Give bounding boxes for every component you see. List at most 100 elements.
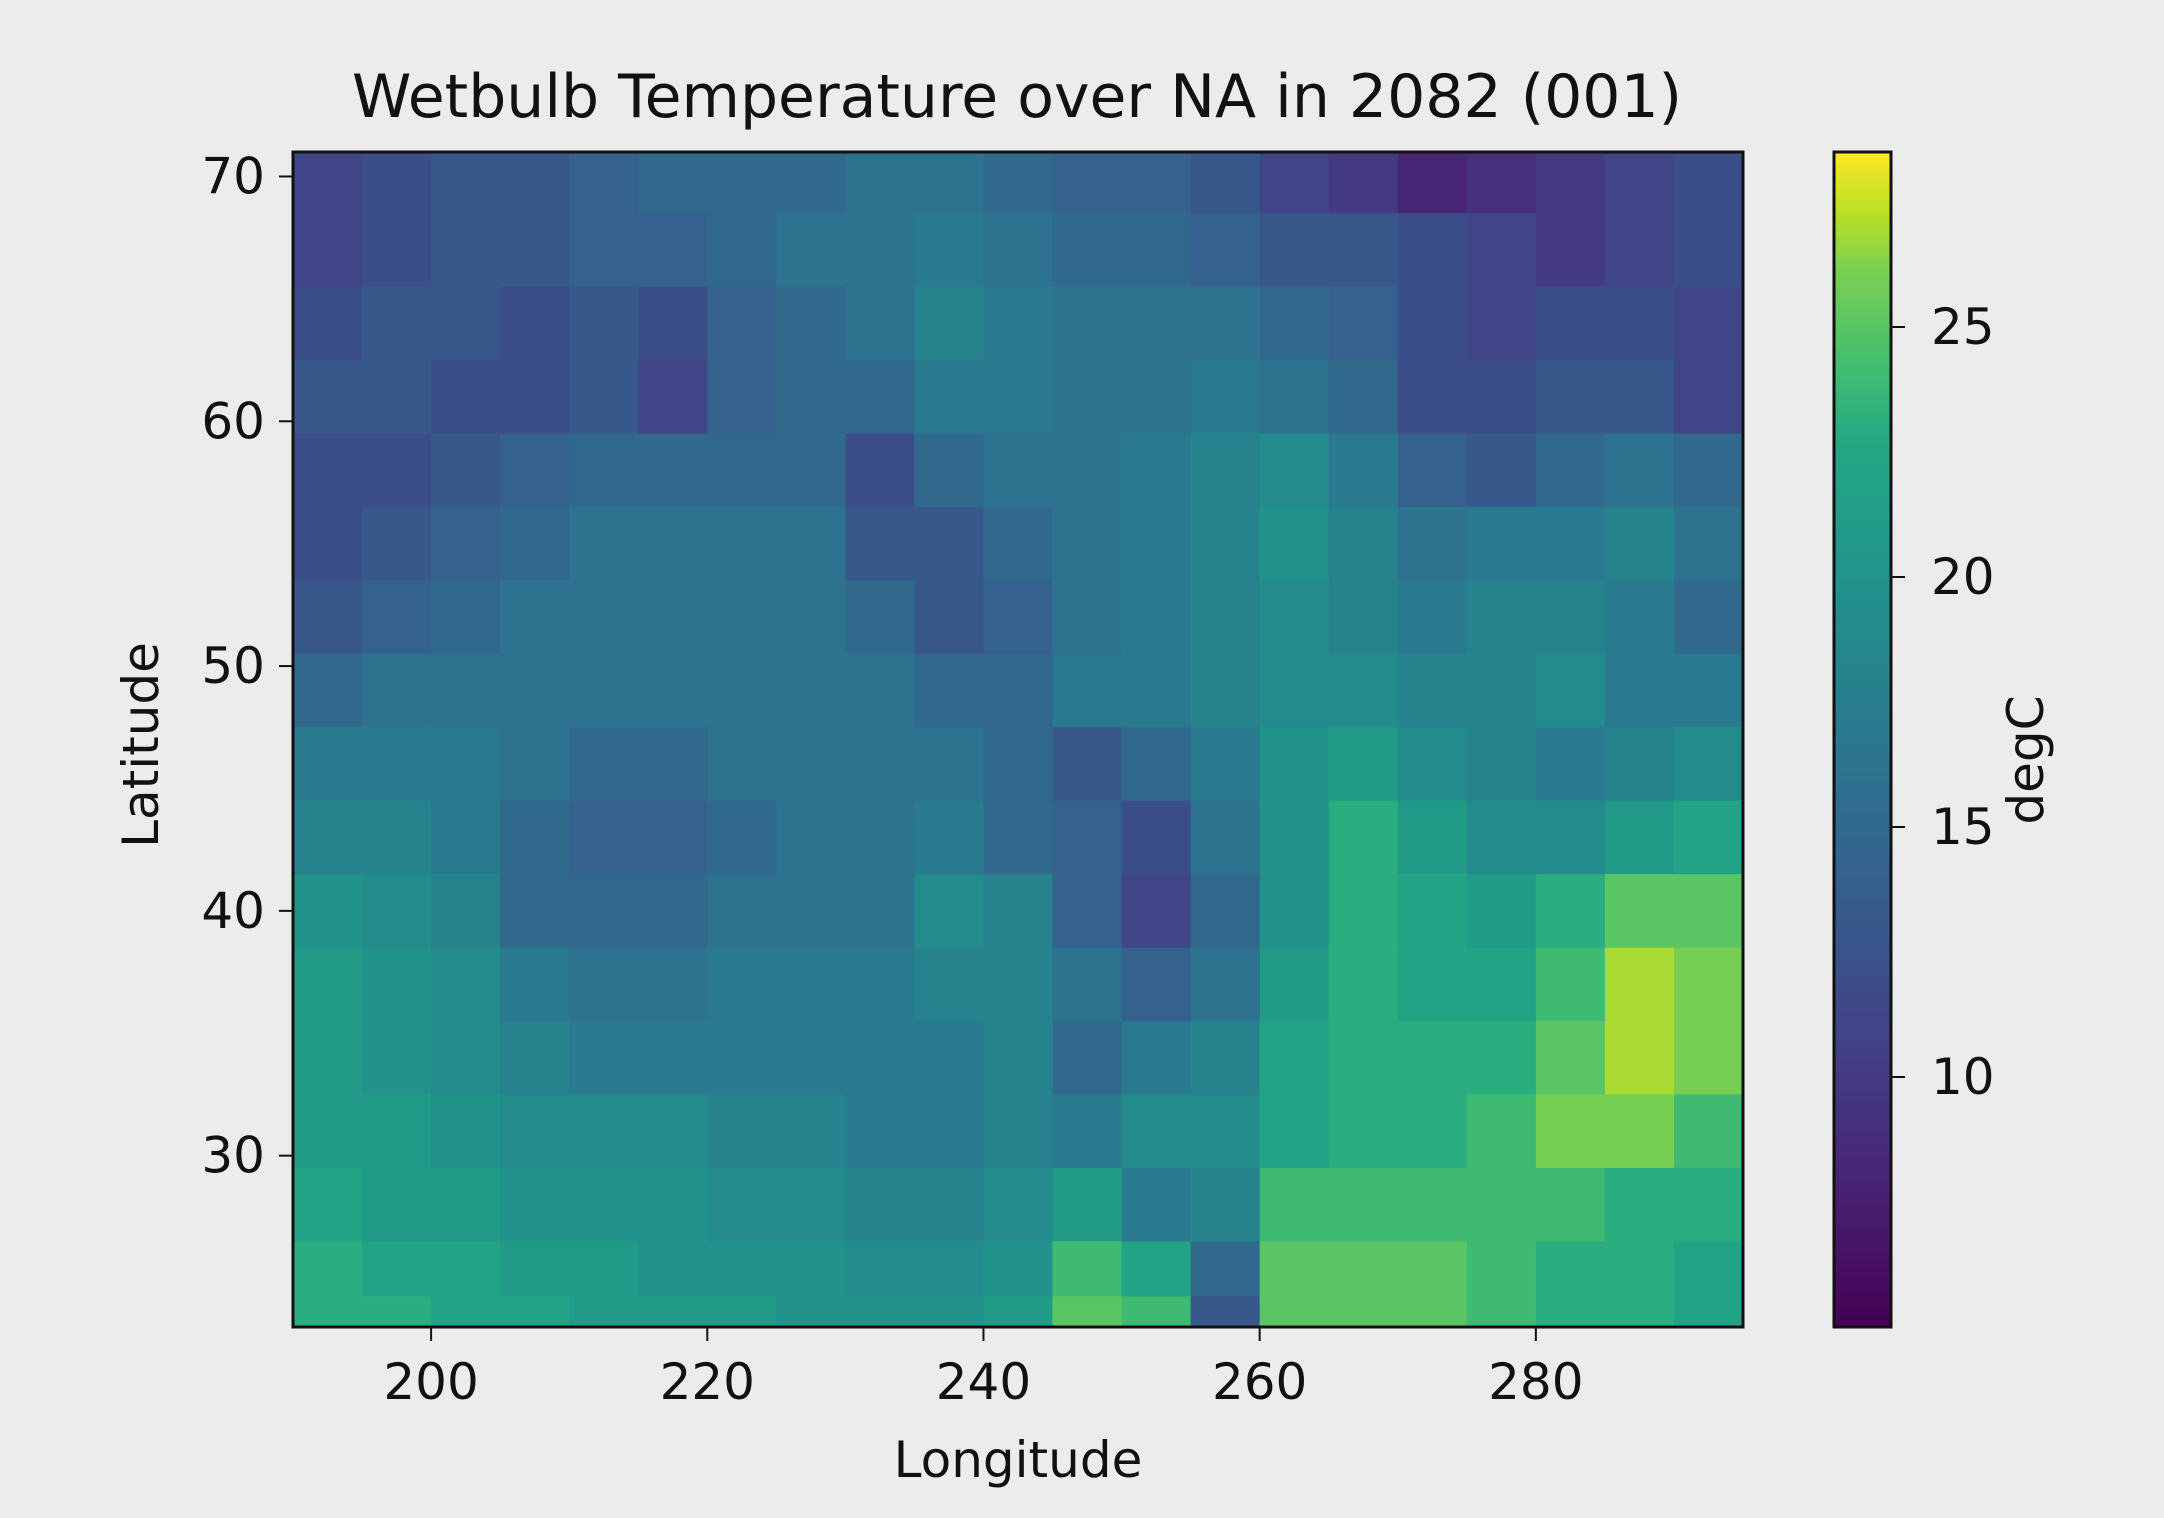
heatmap-cell (1259, 947, 1330, 1022)
heatmap-cell (1052, 1094, 1123, 1169)
heatmap-cell (362, 286, 432, 361)
heatmap-cell (914, 947, 985, 1022)
heatmap-cell (1121, 874, 1192, 949)
heatmap-cell (914, 1241, 985, 1297)
heatmap-cell (500, 1296, 570, 1328)
heatmap-cell (707, 286, 777, 361)
heatmap-cell (293, 580, 363, 655)
heatmap-cell (1673, 580, 1744, 655)
heatmap-cell (1673, 1167, 1744, 1242)
heatmap-cell (362, 360, 432, 435)
heatmap-cell (1673, 1094, 1744, 1169)
heatmap-cell (1328, 506, 1399, 581)
heatmap-cell (914, 1094, 985, 1169)
heatmap-cell (1673, 433, 1744, 508)
heatmap-cell (500, 947, 570, 1022)
heatmap-cell (638, 506, 708, 581)
heatmap-cell (914, 360, 985, 435)
heatmap-cell (1121, 947, 1192, 1022)
heatmap-cell (293, 360, 363, 435)
heatmap-cell (362, 653, 432, 728)
colorbar-tick-label: 25 (1931, 298, 1995, 356)
heatmap-cell (638, 800, 708, 875)
heatmap-cell (707, 727, 777, 802)
heatmap-cell (1397, 947, 1468, 1022)
heatmap-cell (431, 800, 501, 875)
heatmap-cell (1466, 1021, 1537, 1096)
heatmap-cell (1466, 874, 1537, 949)
heatmap-cell (707, 1021, 777, 1096)
heatmap-cell (776, 152, 846, 214)
heatmap-cell (1397, 286, 1468, 361)
heatmap-cell (1190, 947, 1261, 1022)
y-tick-label: 30 (201, 1127, 265, 1185)
heatmap-cell (1052, 506, 1123, 581)
heatmap-cell (431, 1167, 501, 1242)
heatmap-cell (776, 580, 846, 655)
y-tick-label: 70 (201, 147, 265, 205)
heatmap-cell (1259, 580, 1330, 655)
heatmap-cell (1673, 152, 1744, 214)
heatmap-cell (1604, 800, 1675, 875)
heatmap-cell (1673, 1021, 1744, 1096)
heatmap-cell (1466, 213, 1537, 288)
heatmap-cell (707, 947, 777, 1022)
heatmap-cell (1121, 1021, 1192, 1096)
heatmap-cell (1397, 213, 1468, 288)
heatmap-cell (569, 213, 639, 288)
heatmap-cell (914, 800, 985, 875)
heatmap-cell (1397, 1296, 1468, 1328)
heatmap-cell (1190, 433, 1261, 508)
heatmap-cell (638, 653, 708, 728)
heatmap-cell (1535, 286, 1606, 361)
heatmap-cell (569, 506, 639, 581)
heatmap-cell (1466, 947, 1537, 1022)
heatmap-cell (776, 1296, 846, 1328)
heatmap-cell (1397, 506, 1468, 581)
heatmap-cell (845, 360, 916, 435)
heatmap-cell (1535, 800, 1606, 875)
heatmap-cell (845, 800, 916, 875)
heatmap-cell (1466, 286, 1537, 361)
heatmap-cell (293, 1167, 363, 1242)
heatmap-cell (1535, 360, 1606, 435)
heatmap-cell (1121, 506, 1192, 581)
heatmap-cell (845, 580, 916, 655)
heatmap-cell (1121, 653, 1192, 728)
heatmap-cell (1466, 800, 1537, 875)
heatmap-cell (776, 433, 846, 508)
heatmap-cell (1673, 213, 1744, 288)
chart-title: Wetbulb Temperature over NA in 2082 (001… (352, 62, 1682, 132)
heatmap-cell (431, 727, 501, 802)
heatmap-cell (362, 727, 432, 802)
heatmap-cell (500, 1021, 570, 1096)
heatmap-cell (362, 947, 432, 1022)
heatmap-cell (914, 1021, 985, 1096)
heatmap-cell (569, 947, 639, 1022)
heatmap-cell (1604, 286, 1675, 361)
heatmap-cell (1259, 800, 1330, 875)
heatmap-cell (1466, 727, 1537, 802)
heatmap-cell (845, 1296, 916, 1328)
heatmap-cell (293, 874, 363, 949)
heatmap-cell (362, 800, 432, 875)
heatmap-cell (1052, 947, 1123, 1022)
heatmap-cell (983, 947, 1054, 1022)
heatmap-cell (1328, 1167, 1399, 1242)
heatmap-cell (1604, 1021, 1675, 1096)
heatmap-cell (1052, 433, 1123, 508)
heatmap-cell (914, 152, 985, 214)
heatmap-cell (707, 506, 777, 581)
heatmap-cell (1121, 727, 1192, 802)
heatmap-cell (1466, 653, 1537, 728)
heatmap-cell (983, 213, 1054, 288)
heatmap-cell (431, 1241, 501, 1297)
heatmap-cell (1673, 1241, 1744, 1297)
heatmap-cell (1190, 213, 1261, 288)
heatmap-cell (500, 506, 570, 581)
heatmap-cell (845, 152, 916, 214)
heatmap-cell (1604, 580, 1675, 655)
heatmap-cell (845, 506, 916, 581)
heatmap-cell (1535, 213, 1606, 288)
heatmap-cell (431, 874, 501, 949)
